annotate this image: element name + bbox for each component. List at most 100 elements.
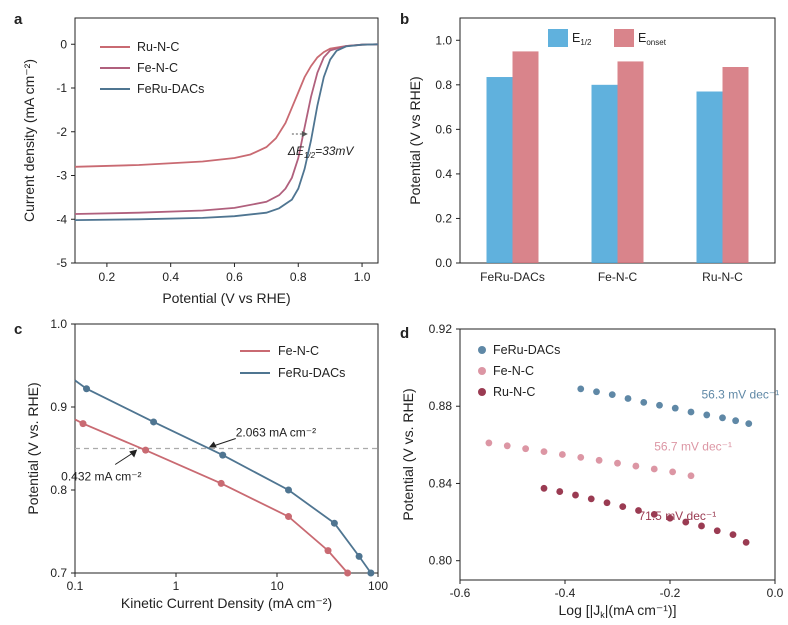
series-marker-c-0	[344, 569, 352, 577]
scatter-point-d-1	[669, 468, 677, 476]
y-tick-label-c: 0.9	[50, 400, 67, 414]
legend-label-d-0: FeRu-DACs	[493, 343, 560, 357]
y-tick-label-a: -4	[56, 212, 67, 226]
series-marker-c-1	[83, 385, 91, 393]
scatter-point-d-1	[595, 456, 603, 464]
x-tick-label-c: 1	[173, 579, 180, 593]
x-axis-label-c: Kinetic Current Density (mA cm⁻²)	[121, 595, 332, 611]
y-tick-label-b: 1.0	[435, 33, 452, 47]
legend-label-a-1: Fe-N-C	[137, 61, 178, 75]
x-tick-label-c: 100	[368, 579, 388, 593]
y-tick-label-d: 0.80	[429, 554, 453, 568]
scatter-point-d-2	[729, 531, 737, 539]
scatter-point-d-0	[719, 414, 726, 422]
series-marker-c-1	[330, 519, 338, 527]
legend-marker-d-0	[478, 346, 486, 354]
series-marker-c-0	[79, 420, 87, 428]
bar-1-2	[722, 67, 749, 263]
legend-label-b-0: E1/2	[572, 31, 592, 47]
series-line-a-1	[74, 43, 379, 215]
slope-label-d-2: 71.5 mV dec⁻¹	[639, 509, 717, 523]
y-tick-label-b: 0.4	[435, 167, 452, 181]
scatter-point-d-2	[713, 527, 721, 535]
y-tick-label-a: -2	[56, 125, 67, 139]
scatter-point-d-2	[556, 488, 564, 495]
scatter-point-d-1	[558, 451, 566, 458]
x-tick-label-d: -0.6	[450, 586, 471, 600]
series-marker-c-1	[219, 451, 227, 459]
scatter-point-d-0	[593, 388, 600, 396]
series-marker-c-0	[285, 513, 293, 521]
y-tick-label-b: 0.8	[435, 78, 452, 92]
scatter-point-d-2	[572, 491, 579, 499]
plot-frame-a	[74, 17, 379, 264]
scatter-point-d-1	[485, 439, 493, 447]
bar-1-0	[512, 51, 539, 264]
x-tick-label-b: Fe-N-C	[598, 270, 638, 284]
plot-frame-d	[459, 328, 776, 581]
legend-marker-d-2	[478, 388, 486, 396]
y-tick-label-b: 0.0	[435, 256, 452, 270]
delta-arrow-head	[301, 130, 308, 137]
x-tick-label-d: -0.4	[555, 586, 576, 600]
x-axis-label-a: Potential (V vs RHE)	[162, 290, 290, 306]
x-tick-label-d: 0.0	[767, 586, 784, 600]
scatter-point-d-1	[614, 459, 621, 467]
bar-0-0	[486, 77, 513, 263]
y-tick-label-c: 0.8	[50, 483, 67, 497]
y-tick-label-d: 0.88	[429, 399, 453, 413]
y-axis-label-d: Potential (V vs. RHE)	[400, 388, 416, 520]
x-axis-label-d: Log [|Jk|(mA cm⁻¹)]	[559, 602, 677, 620]
scatter-point-d-2	[698, 522, 705, 530]
y-tick-label-c: 1.0	[50, 317, 67, 331]
scatter-point-d-2	[742, 538, 750, 546]
y-tick-label-b: 0.6	[435, 122, 452, 136]
scatter-point-d-0	[703, 411, 711, 419]
scatter-point-d-1	[540, 448, 548, 456]
series-marker-c-1	[355, 552, 363, 560]
y-tick-label-a: 0	[60, 37, 67, 51]
y-tick-label-a: -3	[56, 169, 67, 183]
scatter-point-d-2	[540, 484, 548, 492]
scatter-point-d-0	[671, 404, 679, 412]
scatter-point-d-0	[577, 385, 585, 393]
scatter-point-d-2	[603, 499, 611, 507]
series-marker-c-0	[324, 547, 332, 555]
x-tick-label-c: 10	[270, 579, 284, 593]
panel-label-b: b	[400, 11, 409, 28]
bar-0-2	[696, 91, 723, 263]
scatter-point-d-2	[650, 510, 658, 518]
series-line-c-1	[74, 379, 372, 574]
scatter-point-d-2	[666, 514, 674, 522]
scatter-point-d-2	[619, 503, 627, 511]
x-tick-label-a: 0.2	[99, 270, 116, 284]
scatter-point-d-1	[577, 453, 585, 461]
slope-label-d-1: 56.7 mV dec⁻¹	[654, 440, 732, 454]
scatter-point-d-0	[640, 398, 648, 406]
series-marker-c-1	[367, 569, 375, 577]
panel-label-d: d	[400, 325, 409, 342]
arrow-head-c-1	[129, 449, 138, 458]
y-tick-label-c: 0.7	[50, 566, 67, 580]
scatter-point-d-0	[656, 401, 663, 409]
x-tick-label-a: 0.8	[290, 270, 307, 284]
y-tick-label-a: -5	[56, 256, 67, 270]
y-axis-label-a: Current density (mA cm⁻²)	[21, 59, 37, 222]
scatter-point-d-0	[624, 395, 632, 402]
bar-1-1	[617, 61, 644, 263]
series-marker-c-0	[217, 479, 225, 487]
y-tick-label-a: -1	[56, 81, 67, 95]
scatter-point-d-1	[522, 445, 530, 453]
legend-label-c-1: FeRu-DACs	[278, 366, 345, 380]
legend-label-d-1: Fe-N-C	[493, 364, 534, 378]
scatter-point-d-2	[682, 518, 690, 526]
scatter-point-d-1	[632, 462, 640, 470]
y-axis-label-b: Potential (V vs RHE)	[407, 76, 423, 204]
legend-swatch-b-0	[548, 29, 568, 47]
legend-marker-d-1	[478, 367, 486, 375]
panel-label-a: a	[14, 11, 23, 28]
scatter-point-d-0	[732, 417, 740, 425]
legend-label-d-2: Ru-N-C	[493, 385, 535, 399]
slope-label-d-0: 56.3 mV dec⁻¹	[702, 388, 780, 402]
